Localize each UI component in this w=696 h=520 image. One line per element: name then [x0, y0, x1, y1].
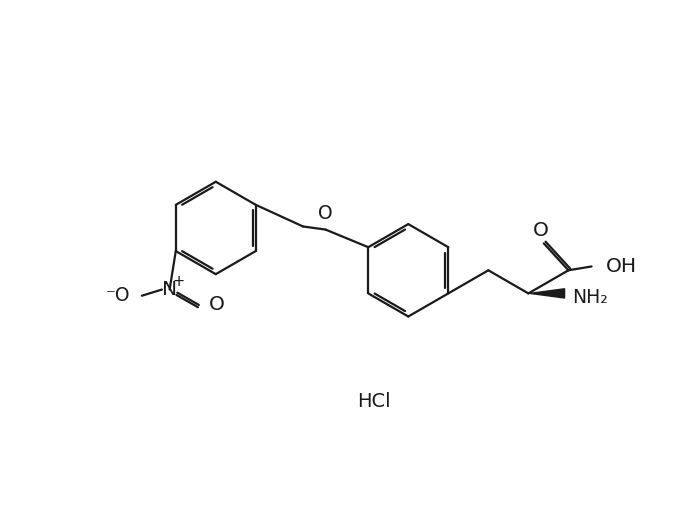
Text: O: O [532, 222, 548, 240]
Text: OH: OH [606, 257, 637, 276]
Text: ⁻O: ⁻O [106, 286, 130, 305]
Text: N: N [162, 280, 177, 299]
Text: HCl: HCl [357, 392, 390, 411]
Text: NH₂: NH₂ [572, 288, 608, 307]
Polygon shape [530, 289, 564, 298]
Text: O: O [209, 295, 225, 315]
Text: O: O [318, 204, 333, 224]
Text: +: + [172, 275, 184, 289]
